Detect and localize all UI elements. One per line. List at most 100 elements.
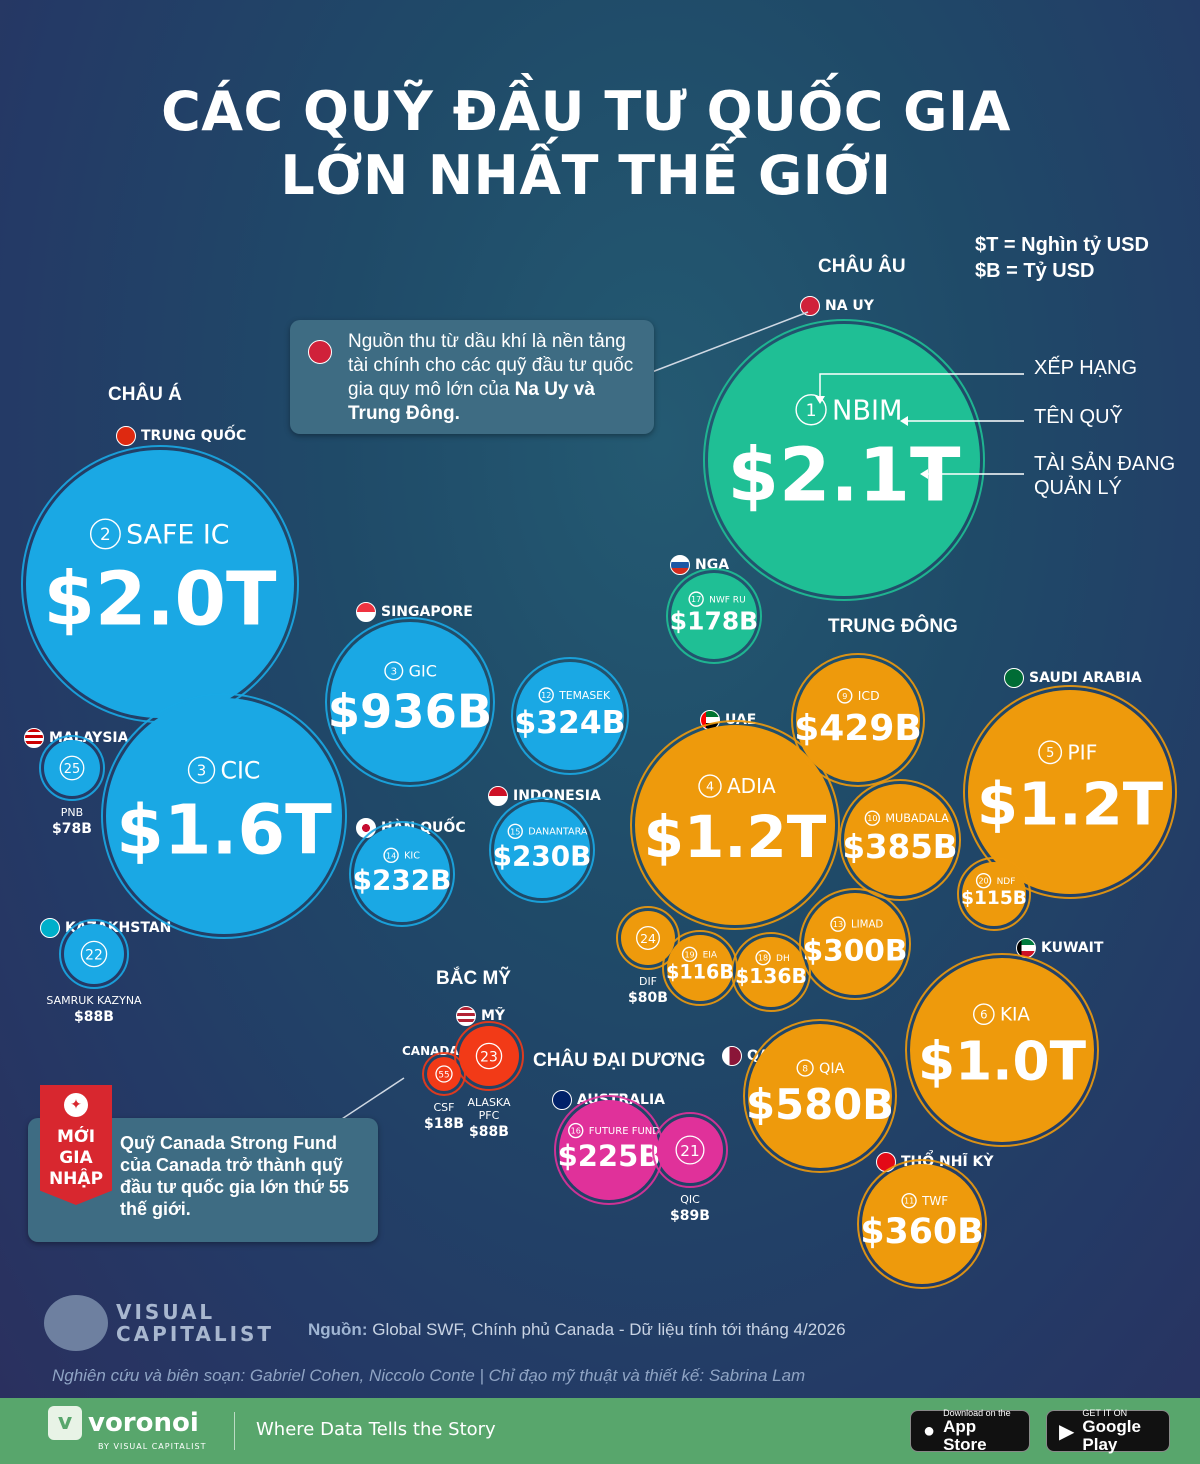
oil-note-body: Nguồn thu từ dầu khí là nền tảng tài chí… [348,331,634,400]
bubble-circle [671,573,757,659]
unit-legend: $T = Nghìn tỷ USD $B = Tỷ USD [975,232,1149,284]
source-label: Nguồn: [308,1320,368,1339]
voronoi-v-icon: v [48,1406,82,1440]
fund-value: $1.2T [977,770,1164,839]
region-oceania: CHÂU ĐẠI DƯƠNG [533,1050,706,1071]
bubble-circle [962,862,1026,926]
fund-name: TEMASEK [558,689,611,702]
rank-badge [755,949,771,966]
fund-bubble-qic: 21 QIC $89B [652,1112,728,1224]
fund-value: $78B [52,821,92,837]
country-canada: CANADA [402,1044,459,1058]
new-entry-badge: ✦ MỚI GIA NHẬP [40,1085,112,1205]
visual-capitalist-logo: VISUAL CAPITALIST [44,1295,274,1351]
rank-number: 6 [980,1007,987,1021]
rank-badge [901,1192,917,1209]
rank-badge [475,1042,503,1070]
play-icon: ▶ [1059,1420,1075,1443]
oil-note-text: Nguồn thu từ dầu khí là nền tảng tài chí… [348,330,644,426]
fund-value: $385B [842,828,957,866]
fund-value: $1.6T [116,791,332,871]
title-line-1: CÁC QUỸ ĐẦU TƯ QUỐC GIA [161,80,1011,143]
rank-badge [830,916,846,932]
fund-bubble-kia: 6 KIA $1.0T [905,953,1099,1147]
rank-number: 21 [680,1142,699,1160]
rank-number: 20 [978,877,988,886]
rank-badge [59,755,85,781]
country-label: SINGAPORE [381,604,473,620]
fund-name: NWF RU [709,595,746,605]
rank-badge [568,1122,584,1139]
bubble-circle [494,802,590,898]
badge-line-1: MỚI [56,1127,96,1147]
country-usa: MỸ [456,1006,505,1026]
fund-bubble-limad: 13 LIMAD $300B [799,888,911,1000]
rank-number: 15 [510,827,520,836]
bubble-circle [44,740,100,796]
usa-flag-icon [456,1006,476,1026]
country-norway: NA UY [800,296,874,316]
fund-bubble-kic: 14 KIC$232B [349,821,455,927]
malaysia-flag-icon [24,728,44,748]
rank-badge [795,394,827,426]
russia-flag-icon [670,555,690,575]
vc-mark-icon [44,1295,108,1351]
bubble-ring [905,953,1099,1147]
region-middle-east: TRUNG ĐÔNG [828,616,958,637]
norway-flag-icon [800,296,820,316]
app-store-small: Download on the [943,1408,1011,1418]
fund-bubble-icd: 9 ICD $429B [791,653,925,787]
bubble-ring [839,779,961,901]
fund-bubble-safe-ic: 2 SAFE IC $2.0T [21,445,299,723]
country-label: TRUNG QUỐC [141,428,247,444]
bubble-circle [427,1057,461,1091]
bubble-ring [349,821,455,927]
bubble-circle [559,1100,659,1200]
rank-badge [80,940,108,968]
fund-name: PNB [61,806,83,819]
rank-number: 12 [541,691,551,700]
rank-badge [507,823,523,840]
google-play-big: Google Play [1082,1417,1141,1454]
rank-badge [681,946,698,963]
fund-bubble-pnb: 25 PNB $78B [39,735,105,837]
fund-name: ALASKA [468,1096,511,1109]
unit-trillion: $T = Nghìn tỷ USD [975,234,1149,256]
fund-value: $88B [469,1124,509,1140]
voronoi-wordmark: voronoi [88,1408,199,1438]
rank-number: 1 [806,401,817,421]
source-line: Nguồn: Global SWF, Chính phủ Canada - Dữ… [308,1320,846,1340]
rank-number: 9 [842,692,847,701]
rank-number: 55 [438,1070,449,1080]
rank-badge [384,661,404,681]
fund-bubble-eia: 19 EIA$116B [662,930,738,1006]
country-label: MỸ [481,1008,506,1024]
rank-number: 22 [85,947,103,963]
voronoi-logo[interactable]: v voronoi [48,1406,199,1440]
fund-value: $1.0T [918,1029,1087,1092]
bubble-ring [101,693,347,939]
country-label: INDONESIA [513,788,601,804]
singapore-flag-icon [356,602,376,622]
rank-number: 2 [100,524,111,544]
fund-name: ADIA [727,774,776,798]
badge-line-3: NHẬP [48,1169,104,1189]
oil-note-emphasis: Na Uy và Trung Đông. [348,379,595,424]
app-store-button[interactable]: ● Download on the App Store [910,1408,1030,1454]
china-flag-icon [116,426,136,446]
rank-number: 11 [904,1197,914,1206]
google-play-button[interactable]: ▶ GET IT ON Google Play [1046,1408,1170,1454]
fund-name: PFC [479,1109,500,1122]
bubble-circle [748,1024,892,1168]
country-malaysia: MALAYSIA [24,728,128,748]
bubble-circle [657,1117,723,1183]
fund-bubble-dif: 24 DIF $80B [616,906,680,1006]
canada-note-text: Quỹ Canada Strong Fund của Canada trở th… [120,1133,349,1219]
country-label: CANADA [402,1044,459,1058]
norway-note-connector [651,311,809,373]
bubble-ring [59,919,129,989]
fund-value: $136B [735,964,807,988]
fund-name: EIA [703,950,718,960]
fund-name: NDF [997,877,1016,887]
